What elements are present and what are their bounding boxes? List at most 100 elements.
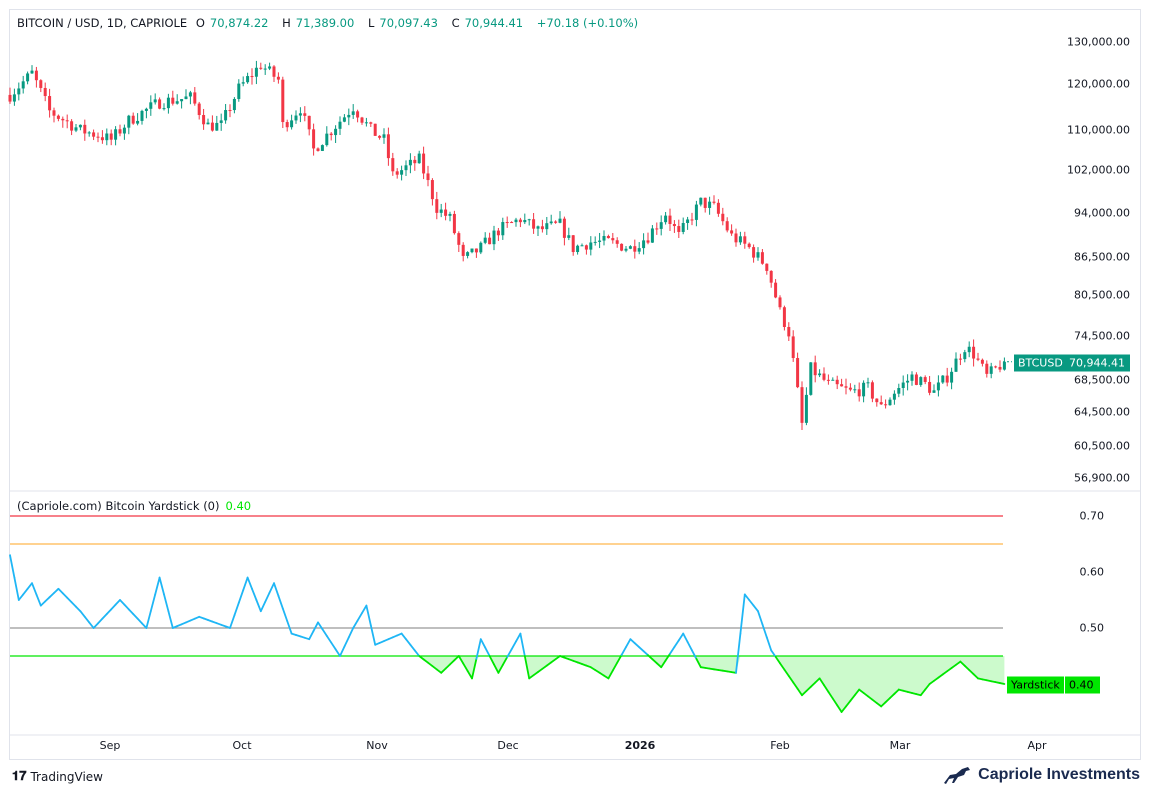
indicator-axis-label: 0.50: [1079, 621, 1105, 635]
yardstick-line-segment: [48, 592, 55, 599]
candle-body: [576, 245, 580, 253]
candle-body: [532, 219, 536, 229]
yardstick-line-segment: [154, 576, 161, 596]
candle-body: [175, 101, 179, 104]
yardstick-line-segment: [418, 655, 425, 661]
candle-body: [452, 213, 456, 234]
candle-body: [347, 114, 351, 118]
yardstick-line-segment: [44, 596, 51, 603]
candle-body: [259, 67, 263, 69]
candle-body: [444, 209, 448, 216]
candle-body: [747, 243, 751, 248]
yardstick-line-segment: [831, 697, 839, 707]
candle-body: [628, 246, 632, 249]
candle-body: [725, 221, 729, 231]
yardstick-line-segment: [541, 664, 548, 670]
low-value: 70,097.43: [379, 16, 438, 30]
yardstick-line-segment: [136, 617, 143, 625]
yardstick-line-segment: [127, 608, 135, 615]
candle-body: [804, 394, 808, 423]
candle-body: [232, 98, 236, 111]
candle-body: [193, 92, 197, 104]
time-axis-label: Apr: [1027, 739, 1047, 752]
yardstick-line-segment: [550, 658, 557, 664]
candle-body: [43, 87, 47, 97]
yardstick-line-segment: [277, 594, 284, 610]
candle-body: [743, 236, 747, 244]
candle-body: [756, 252, 760, 258]
yardstick-line-segment: [638, 646, 645, 653]
candle-body: [215, 122, 219, 131]
candle-body: [96, 136, 100, 138]
candle-body: [527, 219, 531, 221]
yardstick-line-segment: [853, 688, 861, 697]
tradingview-logo[interactable]: 𝟏𝟕 TradingView: [12, 769, 103, 784]
candle-body: [505, 222, 509, 224]
candle-body: [910, 374, 914, 381]
yardstick-line-segment: [629, 638, 636, 645]
candle-body: [316, 148, 320, 151]
candle-body: [932, 390, 936, 393]
yardstick-line-segment: [413, 649, 421, 657]
yardstick-line-segment: [814, 677, 821, 684]
yardstick-line-segment: [405, 638, 412, 646]
candle-body: [712, 201, 716, 203]
candle-body: [826, 379, 830, 381]
yardstick-line-segment: [101, 613, 108, 620]
yardstick-line-segment: [871, 698, 878, 704]
candle-body: [593, 241, 597, 243]
candle-body: [818, 373, 822, 376]
candle-body: [945, 375, 949, 383]
yardstick-line-segment: [145, 610, 152, 629]
candle-body: [105, 133, 109, 141]
candle-body: [351, 111, 355, 115]
yardstick-line-segment: [123, 603, 130, 611]
high-label: H: [282, 16, 291, 30]
price-axis-label: 110,000.00: [1067, 123, 1130, 137]
price-axis-label: 64,500.00: [1074, 405, 1130, 419]
yardstick-line-segment: [229, 614, 236, 629]
yardstick-line-segment: [682, 632, 689, 643]
candle-body: [936, 382, 940, 391]
yardstick-line-segment: [339, 645, 346, 657]
yardstick-line-segment: [427, 661, 434, 667]
yardstick-line-segment: [836, 704, 843, 713]
yardstick-line-segment: [655, 662, 663, 669]
candle-body: [492, 230, 496, 245]
time-axis-label: 2026: [624, 739, 656, 752]
yardstick-line-segment: [97, 617, 104, 625]
indicator-title[interactable]: (Capriole.com) Bitcoin Yardstick (0): [17, 499, 220, 513]
candle-body: [48, 96, 52, 111]
candle-body: [312, 129, 316, 149]
candle-body: [752, 247, 756, 258]
yardstick-line-segment: [70, 601, 77, 608]
candle-body: [809, 362, 813, 395]
candle-body: [980, 359, 984, 364]
yardstick-line-segment: [924, 683, 931, 691]
price-axis-label: 80,500.00: [1074, 288, 1130, 302]
yardstick-line-segment: [343, 636, 350, 648]
candle-body: [303, 113, 307, 116]
candle-body: [417, 153, 421, 164]
yardstick-line-segment: [286, 620, 293, 635]
yardstick-line-segment: [497, 664, 504, 674]
yardstick-line-segment: [457, 655, 465, 665]
candle-body: [334, 128, 338, 136]
candle-body: [928, 381, 932, 393]
candle-body: [963, 352, 967, 360]
yardstick-line-segment: [691, 649, 698, 660]
yardstick-line-segment: [361, 604, 368, 614]
yardstick-line-segment: [946, 667, 953, 673]
candle-body: [690, 219, 694, 221]
symbol-title[interactable]: BITCOIN / USD, 1D, CAPRIOLE: [17, 16, 188, 30]
yardstick-line-segment: [941, 670, 949, 676]
candle-body: [813, 362, 817, 376]
yardstick-line-segment: [22, 587, 29, 596]
yardstick-line-segment: [242, 576, 249, 592]
candle-body: [791, 336, 795, 359]
yardstick-line-segment: [532, 671, 539, 677]
candle-body: [118, 129, 122, 134]
candle-body: [470, 248, 474, 253]
candle-body: [620, 243, 624, 251]
